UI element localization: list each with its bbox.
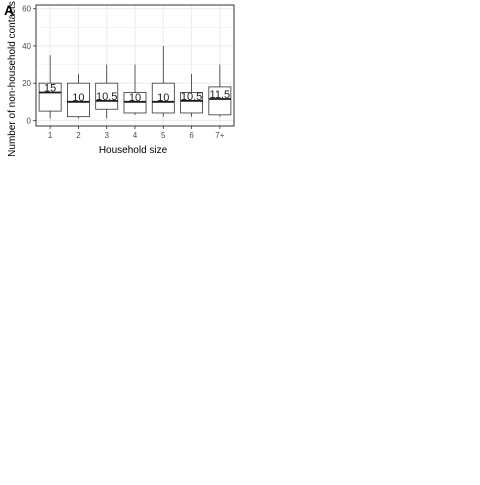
box-iqr [38, 82, 62, 112]
x-tick-label: 7+ [215, 131, 224, 140]
box-iqr [123, 92, 147, 114]
y-tick-label: 20 [22, 79, 31, 88]
box-iqr [208, 86, 232, 116]
y-tick-label: 0 [27, 116, 32, 125]
x-tick-label: 2 [76, 131, 81, 140]
box-layer: 15 10 10.5 10 10 10.5 11.5 [38, 45, 232, 119]
median-label: 10 [157, 92, 169, 104]
y-tick-label: 40 [22, 42, 31, 51]
y-tick-label: 60 [22, 5, 31, 14]
x-tick-label: 4 [133, 131, 138, 140]
x-axis-title: Household size [99, 145, 168, 156]
panel-tag: A [4, 2, 14, 18]
axis-layer: 0 20 40 60 1 2 3 4 5 6 7+ [22, 5, 225, 140]
median-label: 10.5 [96, 91, 117, 103]
median-label: 10 [129, 92, 141, 104]
median-label: 10.5 [181, 91, 202, 103]
x-tick-label: 1 [48, 131, 53, 140]
median-label: 11.5 [210, 89, 231, 101]
box-iqr [66, 82, 90, 118]
box-iqr [180, 92, 204, 114]
median-label: 10 [72, 92, 84, 104]
box-iqr [95, 82, 119, 110]
x-tick-label: 6 [189, 131, 194, 140]
box-iqr [151, 82, 175, 114]
y-axis-title: Number of non-household contacts [7, 1, 18, 157]
median-label: 15 [44, 82, 56, 94]
x-tick-label: 3 [104, 131, 109, 140]
x-tick-label: 5 [161, 131, 166, 140]
